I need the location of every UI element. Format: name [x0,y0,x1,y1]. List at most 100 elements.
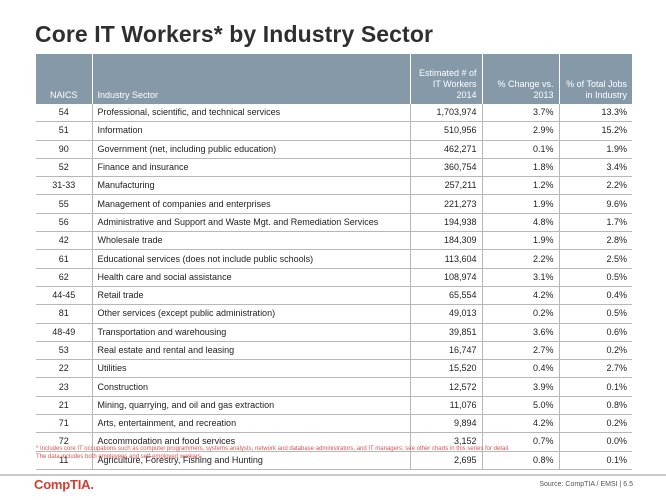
it-workers-cell: 65,554 [410,286,483,306]
it-workers-cell: 360,754 [410,158,483,178]
header-naics: NAICS [36,54,93,104]
table-row: 31-33 Manufacturing 257,211 1.2% 2.2% [36,176,632,196]
naics-cell: 53 [36,341,93,361]
naics-cell: 11 [36,451,93,470]
industry-sector-cell: Health care and social assistance [92,268,411,287]
industry-sector-cell: Educational services (does not include p… [92,249,411,269]
naics-cell: 55 [36,194,93,214]
it-workers-cell: 462,271 [410,140,483,159]
table-row: 54 Professional, scientific, and technica… [36,104,632,123]
header-estimated-it-workers: Estimated # of IT Workers 2014 [410,54,483,104]
it-workers-cell: 2,695 [410,451,483,470]
percent-total-jobs-cell: 13.3% [559,104,632,123]
percent-change-cell: 3.9% [482,377,560,397]
industry-sector-cell: Arts, entertainment, and recreation [92,414,411,434]
industry-sector-cell: Manufacturing [92,176,411,196]
table-row: 44-45 Retail trade 65,554 4.2% 0.4% [36,286,632,306]
header-percent-total-jobs: % of Total Jobs in Industry [559,54,632,104]
table-row: 22 Utilities 15,520 0.4% 2.7% [36,359,632,379]
industry-sector-cell: Construction [92,377,411,397]
percent-total-jobs-cell: 0.4% [559,286,632,306]
percent-total-jobs-cell: 0.2% [559,414,632,434]
slide-title: Core IT Workers* by Industry Sector [35,21,434,47]
naics-cell: 22 [36,359,93,379]
table-row: 62 Health care and social assistance 108,9… [36,268,632,287]
industry-sector-cell: Utilities [92,359,411,379]
percent-total-jobs-cell: 2.8% [559,231,632,251]
naics-cell: 61 [36,249,93,269]
percent-total-jobs-cell: 2.5% [559,249,632,269]
it-workers-cell: 184,309 [410,231,483,251]
naics-cell: 44-45 [36,286,93,306]
it-workers-cell: 3,152 [410,432,483,452]
percent-total-jobs-cell: 0.5% [559,304,632,324]
table-row: 81 Other services (except public administ… [36,304,632,324]
industry-table: NAICS Industry Sector Estimated # of IT … [36,54,632,470]
naics-cell: 51 [36,121,93,141]
it-workers-cell: 11,076 [410,396,483,416]
table-row: 53 Real estate and rental and leasing 16,7… [36,341,632,361]
percent-change-cell: 3.1% [482,268,560,287]
table-header-row: NAICS Industry Sector Estimated # of IT … [36,54,632,104]
percent-change-cell: 2.9% [482,121,560,141]
table-row: 52 Finance and insurance 360,754 1.8% 3.4% [36,158,632,178]
percent-total-jobs-cell: 2.2% [559,176,632,196]
it-workers-cell: 15,520 [410,359,483,379]
percent-change-cell: 1.9% [482,231,560,251]
table-row: 72 Accommodation and food services 3,152 0.… [36,432,632,452]
percent-change-cell: 2.2% [482,249,560,269]
footnote-1: * Includes core IT occupations such as c… [36,446,510,452]
table-body: 54 Professional, scientific, and technica… [36,104,632,470]
percent-total-jobs-cell: 0.2% [559,341,632,361]
percent-total-jobs-cell: 3.4% [559,158,632,178]
naics-cell: 31-33 [36,176,93,196]
table-row: 51 Information 510,956 2.9% 15.2% [36,121,632,141]
source-note: Source: CompTIA / EMSI | 6.5 [539,481,633,488]
industry-sector-cell: Retail trade [92,286,411,306]
industry-sector-cell: Other services (except public administra… [92,304,411,324]
industry-sector-cell: Information [92,121,411,141]
percent-change-cell: 0.2% [482,304,560,324]
percent-change-cell: 0.8% [482,451,560,470]
industry-sector-cell: Real estate and rental and leasing [92,341,411,361]
percent-total-jobs-cell: 0.8% [559,396,632,416]
it-workers-cell: 257,211 [410,176,483,196]
header-industry-sector: Industry Sector [92,54,411,104]
percent-change-cell: 1.2% [482,176,560,196]
table-row: 56 Administrative and Support and Waste M… [36,213,632,233]
industry-sector-cell: Agriculture, Forestry, Fishing and Hunti… [92,451,411,470]
naics-cell: 81 [36,304,93,324]
industry-sector-cell: Accommodation and food services [92,432,411,452]
percent-change-cell: 0.1% [482,140,560,159]
naics-cell: 52 [36,158,93,178]
industry-sector-cell: Administrative and Support and Waste Mgt… [92,213,411,233]
table-row: 42 Wholesale trade 184,309 1.9% 2.8% [36,231,632,251]
footnotes: * Includes core IT occupations such as c… [36,446,510,461]
naics-cell: 54 [36,104,93,123]
percent-total-jobs-cell: 15.2% [559,121,632,141]
table-row: 23 Construction 12,572 3.9% 0.1% [36,377,632,397]
percent-total-jobs-cell: 0.5% [559,268,632,287]
comptia-logo: CompTIA. [34,477,94,492]
table-row: 21 Mining, quarrying, and oil and gas ext… [36,396,632,416]
naics-cell: 90 [36,140,93,159]
percent-change-cell: 0.7% [482,432,560,452]
naics-cell: 48-49 [36,323,93,342]
industry-sector-cell: Finance and insurance [92,158,411,178]
percent-change-cell: 4.2% [482,414,560,434]
it-workers-cell: 510,956 [410,121,483,141]
industry-sector-cell: Transportation and warehousing [92,323,411,342]
naics-cell: 56 [36,213,93,233]
it-workers-cell: 39,851 [410,323,483,342]
naics-cell: 62 [36,268,93,287]
percent-change-cell: 2.7% [482,341,560,361]
percent-total-jobs-cell: 1.9% [559,140,632,159]
naics-cell: 21 [36,396,93,416]
footer-divider [0,474,666,476]
naics-cell: 72 [36,432,93,452]
it-workers-cell: 16,747 [410,341,483,361]
percent-total-jobs-cell: 0.0% [559,432,632,452]
header-percent-change: % Change vs. 2013 [482,54,560,104]
percent-total-jobs-cell: 0.1% [559,377,632,397]
percent-total-jobs-cell: 2.7% [559,359,632,379]
